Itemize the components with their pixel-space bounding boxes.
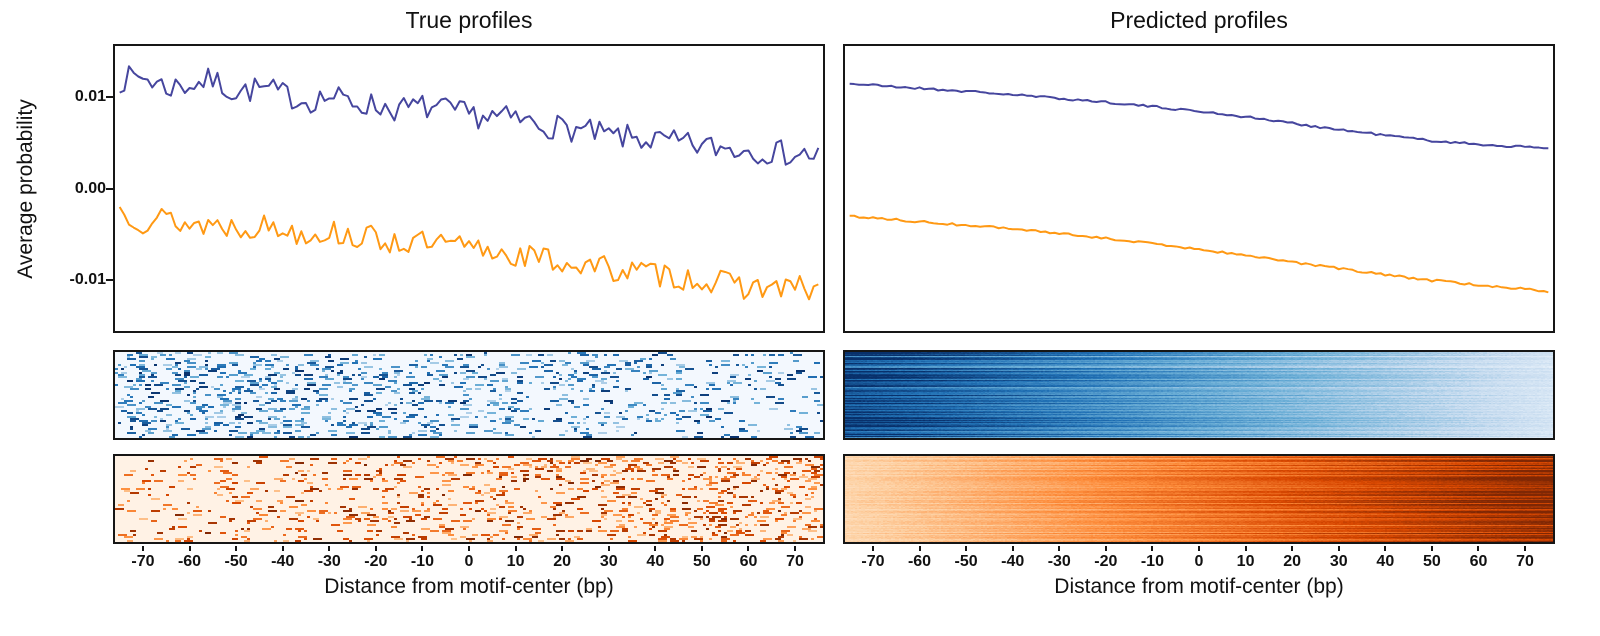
x-tick-label: 30: [1329, 553, 1348, 570]
x-tick-label: 40: [1376, 553, 1395, 570]
x-tick-label: -30: [317, 553, 341, 570]
x-tick-label: -70: [861, 553, 885, 570]
x-tick-label: -50: [954, 553, 978, 570]
x-tick-mark: [1291, 546, 1294, 551]
x-tick-label: -40: [1001, 553, 1025, 570]
x-tick-mark: [1198, 546, 1200, 551]
x-tick-mark: [188, 546, 191, 551]
x-tick-mark: [328, 546, 331, 551]
x-tick-mark: [700, 546, 703, 551]
x-tick-label: 70: [786, 553, 804, 570]
y-axis-ticks: 0.01 0.00 -0.01: [38, 0, 106, 636]
x-tick-mark: [1151, 546, 1154, 551]
x-tick-label: 10: [506, 553, 525, 570]
x-tick-mark: [1384, 546, 1387, 551]
x-tick-mark: [1430, 546, 1433, 551]
x-tick-mark: [235, 546, 238, 551]
x-tick-label: -10: [1140, 553, 1164, 570]
x-tick-label: -50: [224, 553, 248, 570]
x-tick-mark: [794, 546, 797, 551]
x-tick-label: -70: [131, 553, 155, 570]
y-tick-label: -0.01: [69, 271, 106, 289]
y-tick-label: 0.00: [74, 179, 106, 197]
x-axis-label-predicted: Distance from motif-center (bp): [1054, 575, 1344, 598]
x-tick-label: 40: [646, 553, 665, 570]
x-tick-label: 50: [1422, 553, 1441, 570]
heatmap-predicted-negative-strand: [843, 454, 1555, 544]
x-tick-mark: [1244, 546, 1247, 551]
heatmap-true-negative-strand: [113, 454, 825, 544]
heatmap-predicted-positive-strand: [843, 350, 1555, 440]
x-tick-mark: [1104, 546, 1107, 551]
x-tick-mark: [421, 546, 424, 551]
y-tick-mark: [106, 279, 113, 282]
panel-title-predicted-profiles: Predicted profiles: [1110, 7, 1288, 33]
x-axis-ticks-predicted: -70 -60 -50 -40 -30 -20 -10 0 10 20 30 40 50 60 70: [845, 546, 1553, 580]
x-tick-mark: [654, 546, 657, 551]
x-tick-mark: [561, 546, 564, 551]
x-tick-mark: [747, 546, 750, 551]
x-tick-label: 20: [553, 553, 572, 570]
x-tick-mark: [1058, 546, 1061, 551]
heatmap-true-positive-strand: [113, 350, 825, 440]
x-tick-label: -20: [1094, 553, 1118, 570]
x-tick-mark: [871, 546, 874, 551]
x-tick-mark: [281, 546, 284, 551]
x-tick-mark: [1524, 546, 1527, 551]
x-tick-mark: [965, 546, 968, 551]
x-tick-mark: [374, 546, 377, 551]
x-tick-label: 0: [464, 553, 474, 570]
x-axis-ticks-true: -70 -60 -50 -40 -30 -20 -10 0 10 20 30 40 50 60 70: [115, 546, 823, 580]
panel-title-true-profiles: True profiles: [405, 7, 533, 33]
x-tick-label: -10: [410, 553, 434, 570]
y-tick-label: 0.01: [74, 87, 106, 105]
x-tick-label: 60: [739, 553, 758, 570]
x-tick-mark: [1337, 546, 1340, 551]
x-tick-mark: [468, 546, 470, 551]
x-tick-label: 60: [1469, 553, 1488, 570]
x-tick-label: -20: [364, 553, 388, 570]
x-axis-label-true: Distance from motif-center (bp): [324, 575, 614, 598]
x-tick-label: 70: [1516, 553, 1534, 570]
y-tick-mark: [106, 187, 113, 190]
line-chart-predicted-profiles: [843, 44, 1555, 333]
x-tick-mark: [607, 546, 610, 551]
x-tick-mark: [1477, 546, 1480, 551]
x-tick-mark: [141, 546, 144, 551]
x-tick-mark: [514, 546, 517, 551]
x-tick-mark: [1011, 546, 1014, 551]
x-tick-label: 10: [1236, 553, 1255, 570]
x-tick-mark: [918, 546, 921, 551]
line-chart-true-profiles: [113, 44, 825, 333]
x-tick-label: 30: [599, 553, 618, 570]
x-tick-label: 20: [1283, 553, 1302, 570]
x-tick-label: -60: [177, 553, 202, 570]
y-tick-mark: [106, 95, 113, 98]
x-tick-label: -30: [1047, 553, 1071, 570]
y-axis-label: Average probability: [14, 99, 37, 279]
x-tick-label: 0: [1194, 553, 1204, 570]
x-tick-label: -60: [907, 553, 932, 570]
x-tick-label: 50: [692, 553, 711, 570]
x-tick-label: -40: [271, 553, 295, 570]
